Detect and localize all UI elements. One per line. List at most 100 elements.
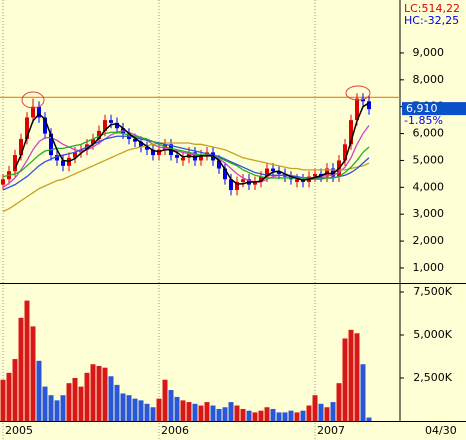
volume-bar — [72, 377, 78, 421]
volume-bar — [54, 400, 60, 421]
candle-body — [139, 141, 143, 148]
candle-body — [115, 122, 119, 129]
volume-bar — [324, 407, 330, 421]
lc-label: LC:514,22 — [404, 2, 460, 15]
candle-body — [253, 181, 257, 185]
y-tick-label: 3,000 — [413, 207, 445, 220]
volume-bar — [174, 396, 180, 421]
peak-circle — [21, 91, 45, 109]
candle-body — [259, 176, 263, 182]
volume-bar — [18, 317, 24, 421]
candle-body — [31, 106, 35, 118]
candle-body — [343, 144, 347, 161]
candle-body — [133, 138, 137, 142]
volume-bar — [36, 360, 42, 421]
x-tick-label: 2006 — [161, 424, 189, 437]
candle-body — [97, 130, 101, 139]
candle-body — [61, 160, 65, 166]
volume-bar — [360, 364, 366, 421]
volume-bar — [348, 329, 354, 421]
volume-bar — [246, 410, 252, 421]
candle-body — [355, 98, 359, 121]
candle-body — [175, 155, 179, 158]
volume-bar — [90, 364, 96, 421]
volume-bar — [240, 408, 246, 421]
volume-bar — [258, 410, 264, 421]
volume-bar — [234, 405, 240, 421]
candle-body — [349, 120, 353, 145]
volume-bar — [252, 412, 258, 421]
volume-bar — [60, 395, 66, 421]
candle-body — [49, 133, 53, 156]
candle-body — [55, 155, 59, 161]
candle-body — [241, 179, 245, 182]
candle-body — [235, 181, 239, 191]
volume-bar — [114, 384, 120, 421]
candle-body — [187, 152, 191, 158]
candle-body — [361, 98, 365, 102]
volume-bar — [96, 365, 102, 421]
candle-body — [103, 120, 107, 131]
y-tick-label: 5,000K — [413, 328, 452, 341]
candle-body — [277, 171, 281, 174]
volume-bar — [12, 359, 18, 421]
candle-body — [199, 155, 203, 161]
volume-bar — [270, 408, 276, 421]
volume-bar — [84, 372, 90, 421]
candle-body — [19, 138, 23, 156]
volume-bar — [132, 398, 138, 421]
candle-body — [151, 149, 155, 156]
volume-bar — [282, 412, 288, 421]
volume-bar — [276, 412, 282, 421]
volume-bar — [264, 407, 270, 421]
volume-bar — [288, 410, 294, 421]
moving-average — [14, 102, 370, 185]
volume-bar — [144, 403, 150, 421]
volume-bar — [228, 402, 234, 421]
moving-average — [2, 142, 370, 213]
volume-bar — [222, 407, 228, 421]
y-tick-label: 9,000 — [413, 46, 445, 59]
volume-bar — [312, 395, 318, 421]
volume-bar — [108, 376, 114, 421]
candle-body — [1, 179, 5, 185]
volume-bar — [42, 386, 48, 421]
volume-bar — [30, 326, 36, 421]
candle-body — [295, 179, 299, 182]
volume-bar — [210, 405, 216, 421]
moving-average — [2, 135, 370, 191]
volume-bar — [138, 400, 144, 421]
candle-body — [271, 168, 275, 172]
volume-bar — [120, 393, 126, 421]
candle-body — [313, 173, 317, 177]
volume-bar — [216, 408, 222, 421]
y-tick-label: 4,000 — [413, 180, 445, 193]
y-tick-label: 1,000 — [413, 261, 445, 274]
candle-body — [265, 168, 269, 177]
volume-bar — [24, 300, 30, 421]
volume-bar — [186, 402, 192, 421]
y-tick-label: 8,000 — [413, 73, 445, 86]
y-tick-label: 2,000 — [413, 234, 445, 247]
volume-bar — [126, 395, 132, 421]
y-tick-label: 6,000 — [413, 127, 445, 140]
peak-circle — [345, 85, 371, 101]
candle-body — [25, 117, 29, 139]
hc-label: HC:-32,25 — [404, 14, 459, 27]
volume-bar — [198, 405, 204, 421]
x-tick-label: 2005 — [5, 424, 33, 437]
candle-body — [145, 147, 149, 150]
y-tick-label: 7,500K — [413, 285, 452, 298]
volume-bar — [294, 412, 300, 421]
candle-body — [223, 168, 227, 180]
volume-bar — [6, 372, 12, 421]
volume-bar — [150, 407, 156, 421]
y-tick-label: 5,000 — [413, 153, 445, 166]
candle-body — [229, 179, 233, 191]
x-tick-label: 2007 — [317, 424, 345, 437]
candle-body — [73, 152, 77, 158]
volume-bar — [102, 367, 108, 421]
volume-bar — [78, 386, 84, 421]
